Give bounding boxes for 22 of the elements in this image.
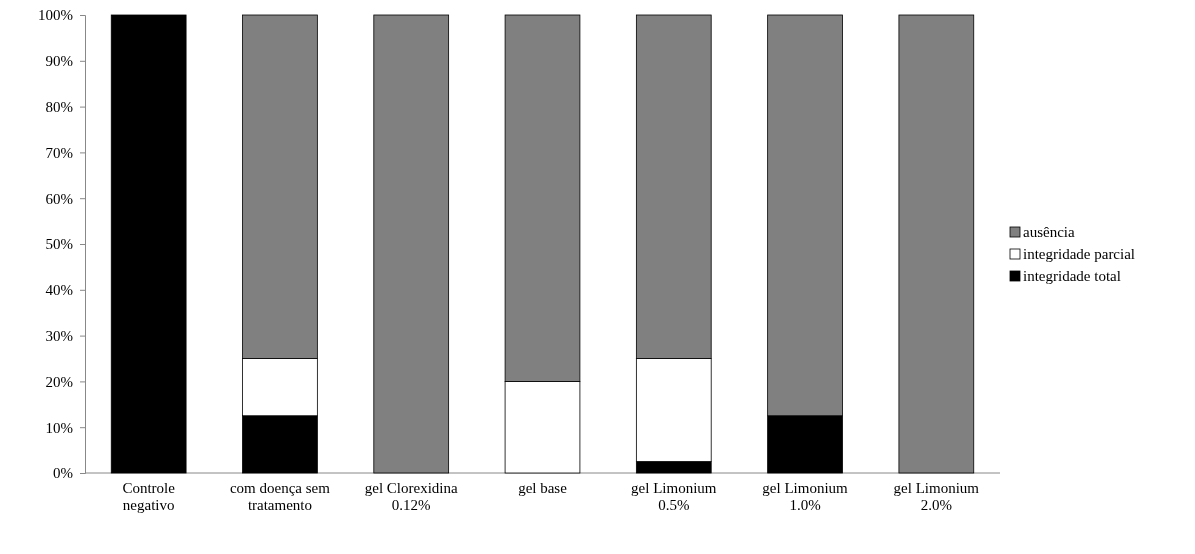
x-tick-label: com doença sem tratamento <box>229 480 331 513</box>
x-tick-label: gel Clorexidina 0.12% <box>364 480 459 513</box>
x-tick-label: gel base <box>518 480 568 496</box>
bar <box>110 14 187 474</box>
y-tick-label: 10% <box>45 419 73 436</box>
x-tick-label: gel Limonium 2.0% <box>893 480 980 513</box>
y-tick-label: 70% <box>45 144 73 161</box>
x-tick-label: gel Limonium 0.5% <box>631 480 717 513</box>
y-tick-label: 100% <box>38 7 73 24</box>
y-tick-label: 30% <box>45 327 73 344</box>
legend-label: integridade parcial <box>1023 246 1136 262</box>
y-tick-label: 0% <box>53 465 73 482</box>
y-tick-label: 50% <box>45 236 73 253</box>
legend-label: integridade total <box>1023 268 1121 284</box>
y-tick-label: 80% <box>45 98 73 115</box>
legend-label: ausência <box>1023 224 1075 240</box>
y-tick-label: 20% <box>45 373 73 390</box>
y-tick-label: 90% <box>45 53 73 70</box>
x-tick-label: Controle negativo <box>122 480 176 513</box>
y-tick-label: 40% <box>45 282 73 299</box>
y-tick-label: 60% <box>45 190 73 207</box>
x-tick-label: gel Limonium 1.0% <box>762 480 849 513</box>
